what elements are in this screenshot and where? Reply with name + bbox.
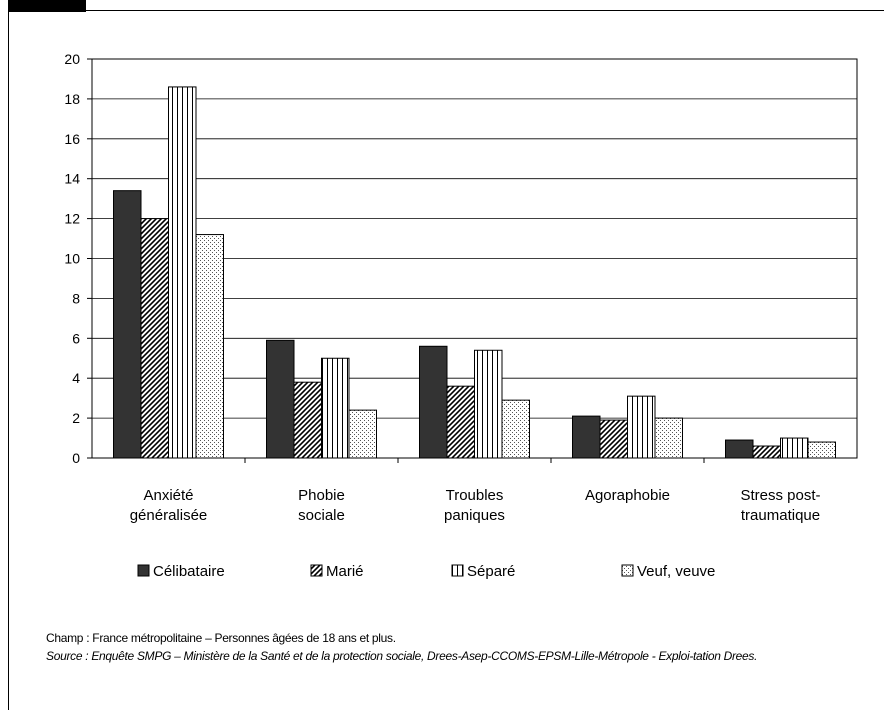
bar-diagonal-2: [446, 385, 475, 459]
bar-solid-4: [725, 439, 754, 459]
legend-label: Marié: [326, 563, 364, 580]
x-category-label-line: Phobie: [298, 487, 345, 504]
x-category-label-line: Anxiété: [143, 487, 193, 504]
x-category-label: Anxiété généralisée: [130, 487, 208, 524]
legend-label: Veuf, veuve: [637, 563, 715, 580]
legend-label: Séparé: [467, 563, 515, 580]
x-category-label-line: Troubles: [446, 487, 504, 504]
y-tick-label: 6: [72, 330, 80, 346]
y-tick-label: 4: [72, 370, 80, 386]
y-tick-label: 0: [72, 450, 80, 466]
legend-swatch-solid: [137, 564, 150, 577]
bar-dotted-3: [654, 417, 683, 459]
legend-swatch-diagonal: [310, 564, 323, 577]
bar-solid-1: [266, 339, 295, 459]
bars: [113, 86, 836, 459]
source-note: Source : Enquête SMPG – Ministère de la …: [46, 649, 758, 663]
bar-vertical-4: [780, 437, 809, 459]
x-category-label: Stress post-traumatique: [740, 487, 820, 524]
legend: Célibataire Marié Séparé Veuf, veuve: [137, 563, 715, 580]
y-tick-label: 14: [64, 171, 80, 187]
y-tick-label: 2: [72, 410, 80, 426]
y-tick-label: 18: [64, 91, 80, 107]
x-category-label-line: paniques: [444, 507, 505, 524]
bar-solid-3: [572, 415, 601, 459]
y-tick-label: 12: [64, 211, 80, 227]
bar-dotted-2: [501, 399, 530, 459]
bar-solid-0: [113, 190, 142, 459]
figure-frame: [8, 10, 884, 710]
y-tick-label: 20: [64, 51, 80, 67]
bar-vertical-0: [168, 86, 197, 459]
y-tick-label: 10: [64, 251, 80, 267]
x-category-label-line: Stress post-: [740, 487, 820, 504]
bar-diagonal-4: [752, 445, 781, 459]
bar-vertical-2: [474, 349, 503, 459]
bar-dotted-1: [348, 409, 377, 459]
x-category-label-line: sociale: [298, 507, 345, 524]
y-tick-label: 8: [72, 290, 80, 306]
bar-dotted-0: [195, 234, 224, 459]
x-category-label: Phobie sociale: [298, 487, 345, 524]
x-category-label-line: traumatique: [741, 507, 820, 524]
champ-note: Champ : France métropolitaine – Personne…: [46, 631, 396, 645]
bar-vertical-3: [627, 395, 656, 459]
legend-swatch-dotted: [621, 564, 634, 577]
bar-diagonal-1: [293, 381, 322, 459]
y-tick-label: 16: [64, 131, 80, 147]
header-tab: [8, 0, 86, 12]
bar-diagonal-3: [599, 419, 628, 459]
figure-notes: Champ : France métropolitaine – Personne…: [46, 629, 881, 665]
bar-vertical-1: [321, 357, 350, 459]
bar-diagonal-0: [140, 218, 169, 459]
x-category-label: Agoraphobie: [585, 487, 670, 504]
plot-border: [91, 58, 858, 459]
legend-swatch-vertical: [451, 564, 464, 577]
bar-chart: 0 2 4 6 8 10 12 14 16 18 20 Anxiété généralisée Phobi…: [64, 51, 858, 580]
x-category-label-line: Agoraphobie: [585, 487, 670, 504]
bar-dotted-4: [807, 441, 836, 459]
bar-solid-2: [419, 345, 448, 459]
legend-label: Célibataire: [153, 563, 225, 580]
x-category-label: Troubles paniques: [444, 487, 505, 524]
axes: 0 2 4 6 8 10 12 14 16 18 20 Anxiété généralisée Phobi…: [64, 51, 858, 524]
x-category-label-line: généralisée: [130, 507, 208, 524]
